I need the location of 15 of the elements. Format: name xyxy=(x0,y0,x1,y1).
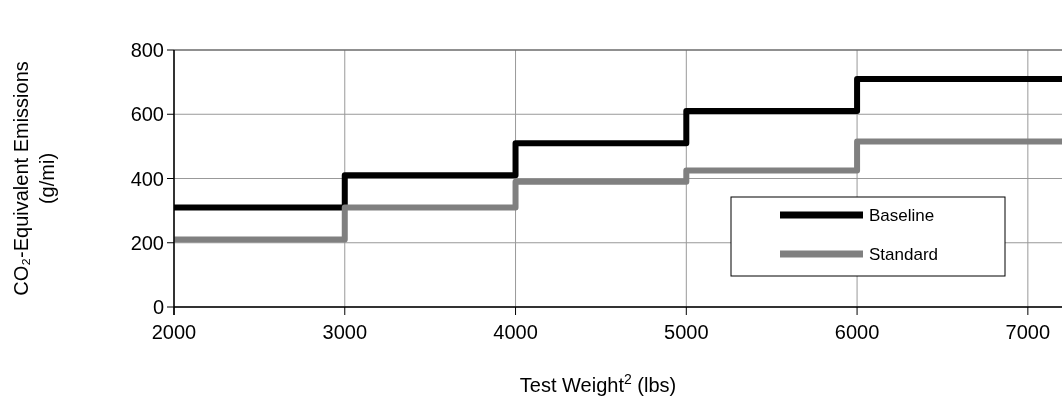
y-tick-label: 0 xyxy=(152,296,164,318)
x-axis-title: Test Weight$^{2}$ (lbs) xyxy=(519,371,677,396)
y-tick-label: 800 xyxy=(130,39,164,61)
x-tick-label: 4000 xyxy=(493,321,538,343)
legend-label: Baseline xyxy=(869,205,935,225)
x-tick-label: 7000 xyxy=(1005,321,1051,343)
y-tick-label: 200 xyxy=(130,231,164,254)
legend-label: Standard xyxy=(869,244,938,264)
x-tick-label: 5000 xyxy=(664,321,709,343)
y-tick-label: 400 xyxy=(130,167,164,190)
x-tick-label: 3000 xyxy=(322,321,368,343)
x-tick-label: 2000 xyxy=(151,321,197,343)
y-tick-label: 600 xyxy=(130,103,164,126)
y-axis-title: CO₂-Equivalent Emissions (g/mi) xyxy=(10,61,58,296)
x-tick-label: 6000 xyxy=(834,321,880,343)
